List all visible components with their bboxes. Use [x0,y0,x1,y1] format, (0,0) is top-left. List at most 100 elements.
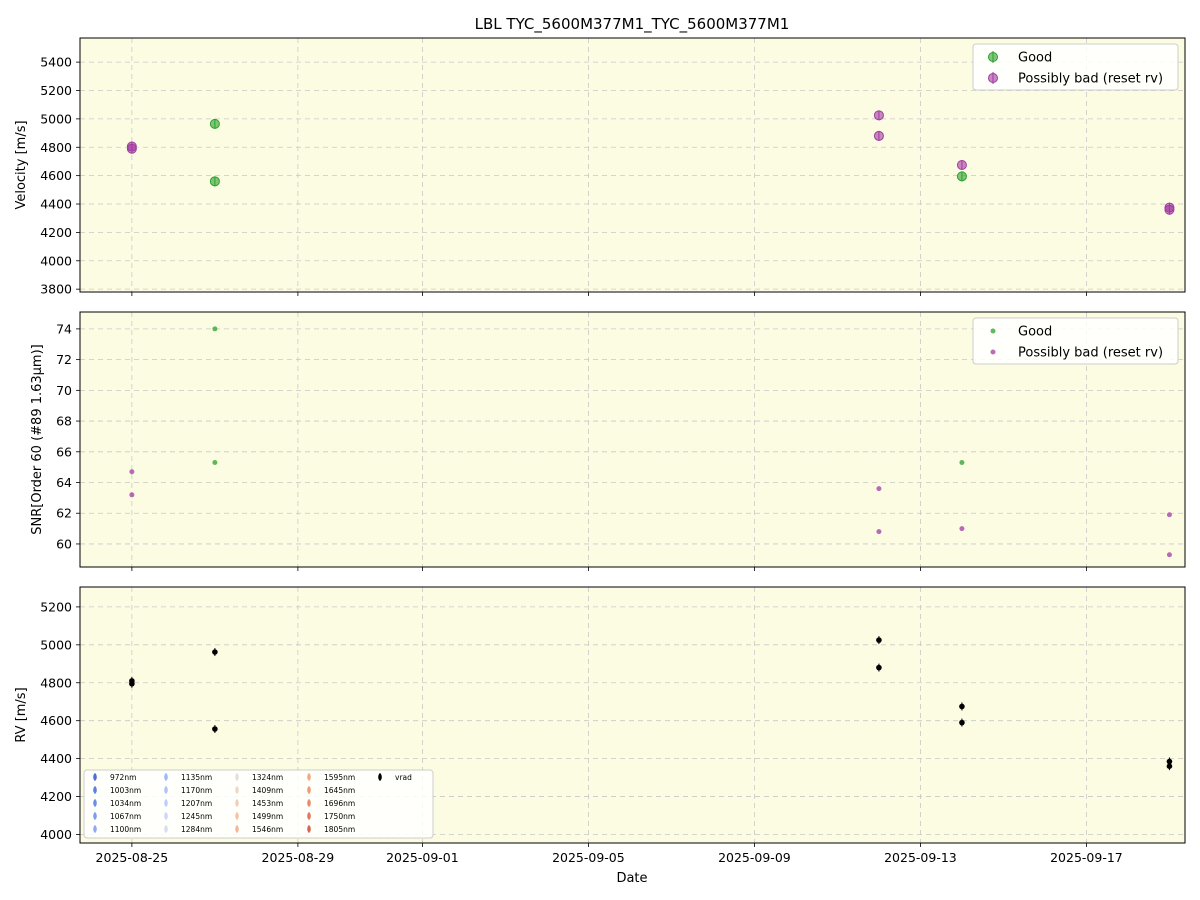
legend-marker [988,52,998,62]
legend-marker [988,73,998,83]
chart-title: LBL TYC_5600M377M1_TYC_5600M377M1 [475,15,790,34]
legend-label: 1067nm [110,812,141,821]
legend-marker [307,773,311,781]
legend-label: Good [1018,325,1052,340]
legend-label: 1100nm [110,825,141,834]
legend-label: 1135nm [181,773,212,782]
legend-label: 1245nm [181,812,212,821]
legend-label: 1453nm [252,799,283,808]
data-point [212,326,218,332]
data-point [212,726,218,732]
legend-marker [164,799,168,807]
data-point [209,118,220,129]
data-point [959,460,965,466]
legend-marker [164,825,168,833]
legend-label: 1595nm [324,773,355,782]
legend-label: 1696nm [324,799,355,808]
y-tick-label: 74 [56,321,72,336]
data-point [873,130,884,141]
data-point [876,664,882,671]
y-tick-label: 5000 [40,111,72,126]
panel-frame [79,586,1186,844]
legend-label: 1546nm [252,825,283,834]
legend-frame [83,769,434,839]
legend-marker [235,812,239,820]
legend-marker [990,328,996,334]
data-point [1166,763,1173,769]
legend-label: 1409nm [252,786,283,795]
data-point [1166,552,1172,558]
legend-frame [972,43,1179,91]
data-point [129,680,135,687]
panel-3: 2025-08-25 2025-08-29 2025-09-01 2025-09-05… [14,586,1186,865]
data-point [129,492,135,498]
legend-marker [235,786,239,794]
y-tick-label: 4600 [40,713,72,728]
y-axis-label: RV [m/s] [14,687,29,742]
data-point [1164,204,1175,215]
legend-frame [972,317,1179,365]
y-tick-label: 66 [56,444,72,459]
legend-marker [164,786,168,794]
legend-marker [307,812,311,820]
data-point [876,637,882,643]
y-axis-label: SNR[Order 60 (#89 1.63μm)] [30,344,45,535]
legend-marker [307,799,311,807]
y-tick-label: 62 [56,506,72,521]
y-tick-label: 68 [56,414,72,429]
y-tick-label: 3800 [40,282,72,297]
data-point [873,110,884,121]
chart-panels: 3800 4000 4200 4400 4600 4800 5000 5200 5400 Velo… [14,37,1186,865]
legend-label: 1170nm [181,786,212,795]
legend-label: 1645nm [324,786,355,795]
legend-label: vrad [395,773,412,782]
y-tick-label: 5200 [40,83,72,98]
legend-label: 1207nm [181,799,212,808]
legend-label: Good [1018,51,1052,66]
y-tick-label: 4400 [40,197,72,212]
legend-marker [93,786,97,794]
panel-frame [79,311,1186,568]
x-tick-label: 2025-09-05 [552,850,625,865]
data-point [959,526,965,532]
legend-label: 1034nm [110,799,141,808]
panel-frame [79,37,1186,293]
y-tick-label: 4800 [40,675,72,690]
y-tick-label: 64 [56,475,72,490]
data-point [209,176,220,187]
legend: Good Possibly bad (reset rv) [972,43,1179,91]
legend-marker [93,799,97,807]
legend-marker [235,773,239,781]
legend-marker [93,825,97,833]
y-tick-label: 4600 [40,168,72,183]
legend-marker [378,773,382,781]
y-tick-label: 72 [56,352,72,367]
legend-marker [164,773,168,781]
legend-marker [235,825,239,833]
y-tick-label: 4200 [40,789,72,804]
y-tick-label: 5400 [40,55,72,70]
legend-marker [93,812,97,820]
legend-marker [990,349,996,355]
data-point [959,703,965,710]
y-tick-label: 60 [56,536,72,551]
data-point [129,469,135,475]
legend-label: 1499nm [252,812,283,821]
legend-label: Possibly bad (reset rv) [1018,346,1163,361]
y-tick-label: 4000 [40,827,72,842]
y-tick-label: 70 [56,383,72,398]
legend-marker [307,825,311,833]
y-tick-label: 4400 [40,751,72,766]
x-tick-label: 2025-09-13 [884,850,957,865]
y-axis-label: Velocity [m/s] [14,120,29,209]
x-tick-label: 2025-08-25 [96,850,169,865]
y-tick-label: 4200 [40,225,72,240]
data-point [212,649,218,655]
data-point [956,171,967,182]
data-point [1166,512,1172,518]
y-tick-label: 5200 [40,599,72,614]
y-tick-label: 5000 [40,637,72,652]
x-tick-label: 2025-09-01 [386,850,459,865]
data-point [126,143,137,154]
